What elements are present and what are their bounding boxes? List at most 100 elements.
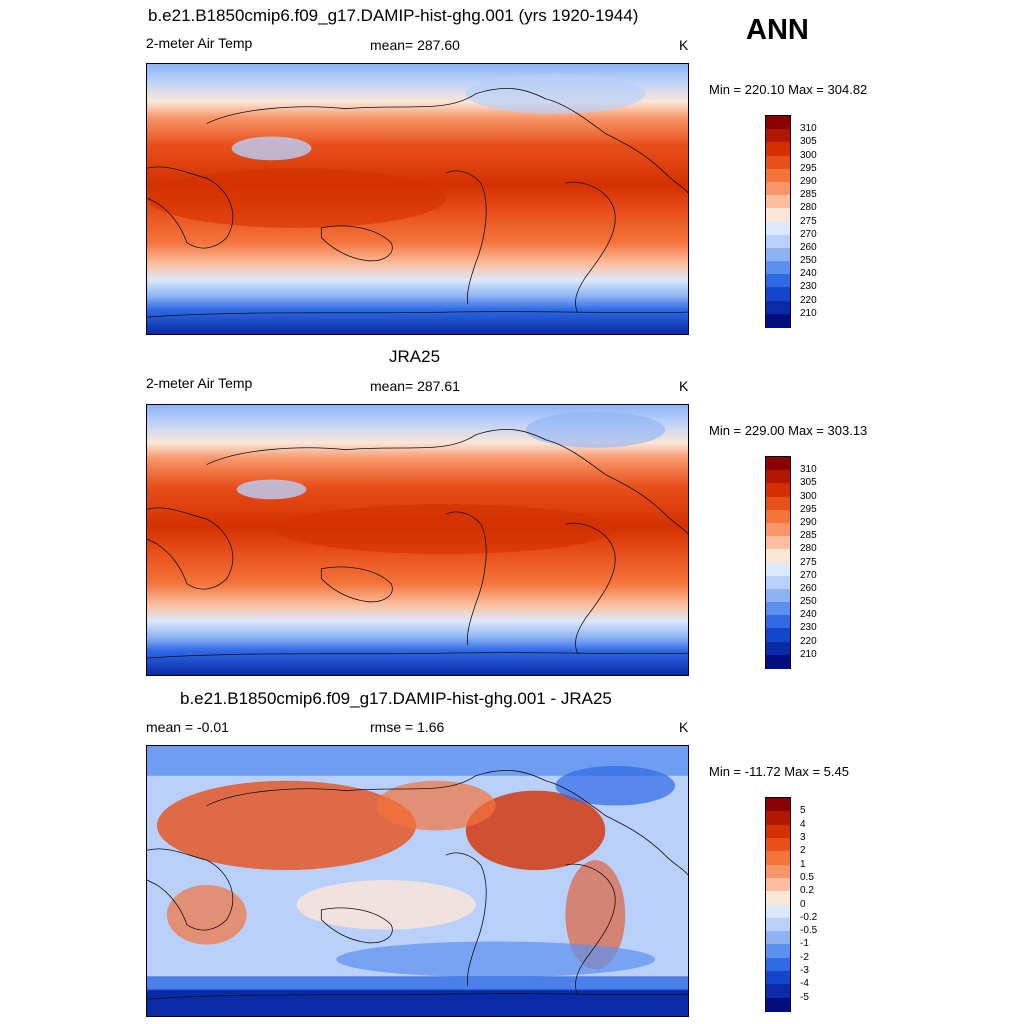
colorbar-tick-label: -5 xyxy=(800,991,809,1003)
colorbar-box xyxy=(766,457,790,471)
colorbar-box xyxy=(766,931,790,945)
colorbar-tick-label: 1 xyxy=(800,858,806,870)
colorbar-tick-label: 230 xyxy=(800,622,817,634)
colorbar-box xyxy=(766,917,790,932)
colorbar-box xyxy=(766,195,790,209)
colorbar-box xyxy=(766,142,790,157)
colorbar-box xyxy=(766,654,790,669)
colorbar-tick-label: 285 xyxy=(800,530,817,542)
colorbar-tick-label: 300 xyxy=(800,149,817,161)
colorbar-box xyxy=(766,181,790,196)
colorbar-box xyxy=(766,562,790,577)
colorbar-tick-label: 230 xyxy=(800,281,817,293)
panel2-variable-label: 2-meter Air Temp xyxy=(146,375,253,391)
colorbar-box xyxy=(766,864,790,879)
colorbar-box xyxy=(766,904,790,919)
colorbar-tick-label: 240 xyxy=(800,609,817,621)
colorbar-tick-label: 210 xyxy=(800,648,817,660)
colorbar-box xyxy=(766,168,790,183)
colorbar-box xyxy=(766,615,790,629)
colorbar-box xyxy=(766,129,790,143)
panel3-colorbar xyxy=(765,797,791,1012)
panel2-units-label: K xyxy=(679,378,689,394)
colorbar-tick-label: 305 xyxy=(800,477,817,489)
colorbar-tick-label: 0 xyxy=(800,898,806,910)
colorbar-box xyxy=(766,944,790,959)
colorbar-box xyxy=(766,247,790,262)
panel2-minmax-label: Min = 229.00 Max = 303.13 xyxy=(709,423,868,438)
colorbar-box xyxy=(766,221,790,236)
colorbar-tick-label: 300 xyxy=(800,490,817,502)
panel2-coastlines xyxy=(147,429,688,659)
colorbar-box xyxy=(766,483,790,498)
panel2-colorbar xyxy=(765,456,791,669)
colorbar-tick-label: 260 xyxy=(800,241,817,253)
colorbar-box xyxy=(766,891,790,905)
season-label: ANN xyxy=(746,14,809,46)
colorbar-box xyxy=(766,536,790,550)
colorbar-box xyxy=(766,588,790,603)
colorbar-box xyxy=(766,798,790,812)
colorbar-tick-label: 0.2 xyxy=(800,885,814,897)
panel1-title: b.e21.B1850cmip6.f09_g17.DAMIP-hist-ghg.… xyxy=(148,6,639,25)
panel1-mean-label: mean= 287.60 xyxy=(370,37,460,53)
colorbar-box xyxy=(766,602,790,616)
colorbar-tick-label: 240 xyxy=(800,268,817,280)
colorbar-tick-label: 290 xyxy=(800,516,817,528)
colorbar-tick-label: 5 xyxy=(800,805,806,817)
panel1-variable-label: 2-meter Air Temp xyxy=(146,35,253,51)
panel3-coastlines xyxy=(147,770,688,1000)
colorbar-tick-label: -0.2 xyxy=(800,911,818,923)
colorbar-tick-label: -3 xyxy=(800,965,809,977)
colorbar-tick-label: -1 xyxy=(800,938,809,950)
colorbar-box xyxy=(766,851,790,866)
colorbar-tick-label: 280 xyxy=(800,202,817,214)
panel1-map xyxy=(146,63,689,335)
colorbar-box xyxy=(766,957,790,972)
panel3-mean-label: mean = -0.01 xyxy=(146,719,229,735)
colorbar-box xyxy=(766,837,790,852)
colorbar-tick-label: 220 xyxy=(800,635,817,647)
colorbar-box xyxy=(766,300,790,315)
panel2-map xyxy=(146,404,689,676)
colorbar-tick-label: 4 xyxy=(800,818,806,830)
colorbar-box xyxy=(766,628,790,643)
panel2-mean-label: mean= 287.61 xyxy=(370,378,460,394)
colorbar-box xyxy=(766,824,790,839)
colorbar-tick-label: 295 xyxy=(800,503,817,515)
colorbar-tick-label: 305 xyxy=(800,136,817,148)
colorbar-box xyxy=(766,522,790,537)
colorbar-box xyxy=(766,496,790,511)
colorbar-tick-label: 285 xyxy=(800,189,817,201)
colorbar-tick-label: 2 xyxy=(800,845,806,857)
colorbar-tick-label: 250 xyxy=(800,255,817,267)
colorbar-box xyxy=(766,509,790,524)
panel3-rmse-label: rmse = 1.66 xyxy=(370,719,445,735)
colorbar-tick-label: 260 xyxy=(800,582,817,594)
colorbar-tick-label: 3 xyxy=(800,831,806,843)
colorbar-box xyxy=(766,811,790,826)
colorbar-box xyxy=(766,971,790,985)
colorbar-tick-label: 280 xyxy=(800,543,817,555)
panel3-units-label: K xyxy=(679,719,689,735)
panel2-title: JRA25 xyxy=(389,347,441,366)
panel3-map xyxy=(146,745,689,1017)
panel1-units-label: K xyxy=(679,37,689,53)
colorbar-box xyxy=(766,234,790,249)
colorbar-box xyxy=(766,575,790,590)
colorbar-box xyxy=(766,116,790,130)
colorbar-tick-label: -0.5 xyxy=(800,925,818,937)
colorbar-box xyxy=(766,261,790,275)
colorbar-tick-label: 275 xyxy=(800,556,817,568)
colorbar-box xyxy=(766,984,790,999)
colorbar-box xyxy=(766,287,790,302)
colorbar-tick-label: 290 xyxy=(800,175,817,187)
colorbar-box xyxy=(766,997,790,1012)
colorbar-tick-label: 220 xyxy=(800,294,817,306)
panel1-minmax-label: Min = 220.10 Max = 304.82 xyxy=(709,82,868,97)
panel3-minmax-label: Min = -11.72 Max = 5.45 xyxy=(709,764,849,779)
colorbar-tick-label: 310 xyxy=(800,123,817,135)
panel1-coastlines xyxy=(147,88,688,318)
colorbar-tick-label: 275 xyxy=(800,215,817,227)
colorbar-box xyxy=(766,313,790,328)
